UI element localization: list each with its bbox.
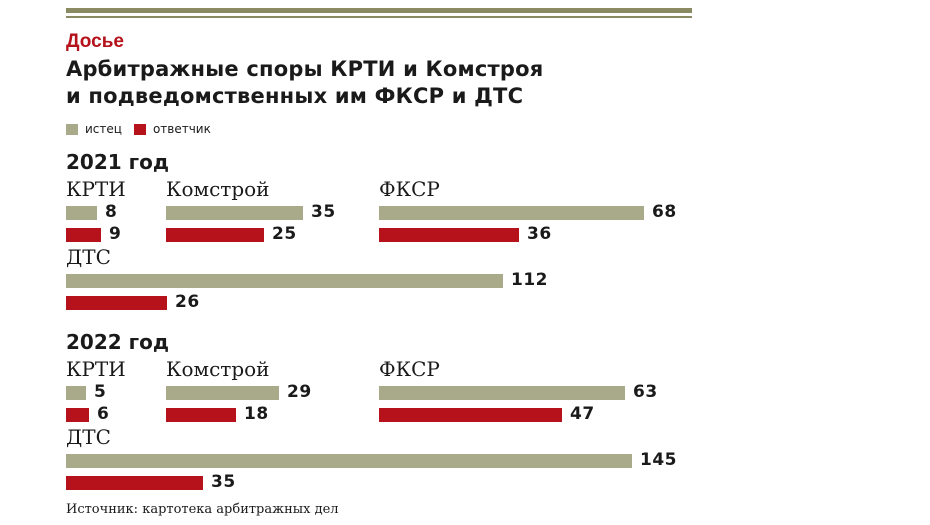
value-label-fksr-defendant: 47	[570, 404, 595, 424]
bar-krti-plaintiff	[66, 206, 97, 220]
legend-label-plaintiff: истец	[85, 122, 122, 136]
bar-krti-defendant	[66, 228, 101, 242]
bar-fksr-plaintiff	[379, 206, 644, 220]
value-label-krti-defendant: 9	[109, 224, 122, 244]
org-label-dts: ДТС	[66, 245, 111, 269]
bar-dts-defendant	[66, 296, 167, 310]
year-heading: 2022 год	[66, 330, 169, 354]
chart-title: Арбитражные споры КРТИ и Комстроя и подв…	[66, 56, 543, 110]
bar-komstroy-defendant	[166, 228, 264, 242]
value-label-komstroy-plaintiff: 35	[311, 202, 336, 222]
bar-dts-plaintiff	[66, 454, 632, 468]
bar-fksr-defendant	[379, 408, 562, 422]
top-rule-thick	[66, 8, 692, 13]
value-label-krti-plaintiff: 8	[105, 202, 118, 222]
legend-swatch-plaintiff	[66, 123, 78, 135]
title-line-1: Арбитражные споры КРТИ и Комстроя	[66, 57, 544, 81]
value-label-komstroy-defendant: 25	[272, 224, 297, 244]
source-note: Источник: картотека арбитражных дел	[66, 502, 339, 517]
title-line-2: и подведомственных им ФКСР и ДТС	[66, 84, 524, 108]
legend-swatch-defendant	[133, 123, 146, 135]
legend: истец ответчик	[66, 122, 223, 136]
value-label-krti-defendant: 6	[97, 404, 110, 424]
org-label-komstroy: Комстрой	[166, 357, 270, 381]
org-label-dts: ДТС	[66, 425, 111, 449]
bar-krti-plaintiff	[66, 386, 86, 400]
value-label-komstroy-defendant: 18	[244, 404, 269, 424]
bar-dts-defendant	[66, 476, 203, 490]
org-label-fksr: ФКСР	[379, 357, 440, 381]
value-label-fksr-plaintiff: 68	[652, 202, 677, 222]
org-label-krti: КРТИ	[66, 177, 126, 201]
org-label-fksr: ФКСР	[379, 177, 440, 201]
org-label-krti: КРТИ	[66, 357, 126, 381]
top-rule-thin	[66, 16, 692, 18]
legend-item-defendant: ответчик	[133, 122, 211, 136]
bar-fksr-plaintiff	[379, 386, 625, 400]
bar-dts-plaintiff	[66, 274, 503, 288]
bar-komstroy-plaintiff	[166, 206, 303, 220]
value-label-krti-plaintiff: 5	[94, 382, 107, 402]
kicker: Досье	[66, 31, 124, 52]
bar-krti-defendant	[66, 408, 89, 422]
value-label-dts-defendant: 26	[175, 292, 200, 312]
bar-fksr-defendant	[379, 228, 519, 242]
value-label-fksr-defendant: 36	[527, 224, 552, 244]
value-label-dts-plaintiff: 145	[640, 450, 677, 470]
value-label-komstroy-plaintiff: 29	[287, 382, 312, 402]
value-label-dts-defendant: 35	[211, 472, 236, 492]
legend-item-plaintiff: истец	[66, 122, 122, 136]
value-label-dts-plaintiff: 112	[511, 270, 548, 290]
bar-komstroy-defendant	[166, 408, 236, 422]
year-heading: 2021 год	[66, 150, 169, 174]
legend-label-defendant: ответчик	[152, 122, 211, 136]
bar-komstroy-plaintiff	[166, 386, 279, 400]
org-label-komstroy: Комстрой	[166, 177, 270, 201]
value-label-fksr-plaintiff: 63	[633, 382, 658, 402]
